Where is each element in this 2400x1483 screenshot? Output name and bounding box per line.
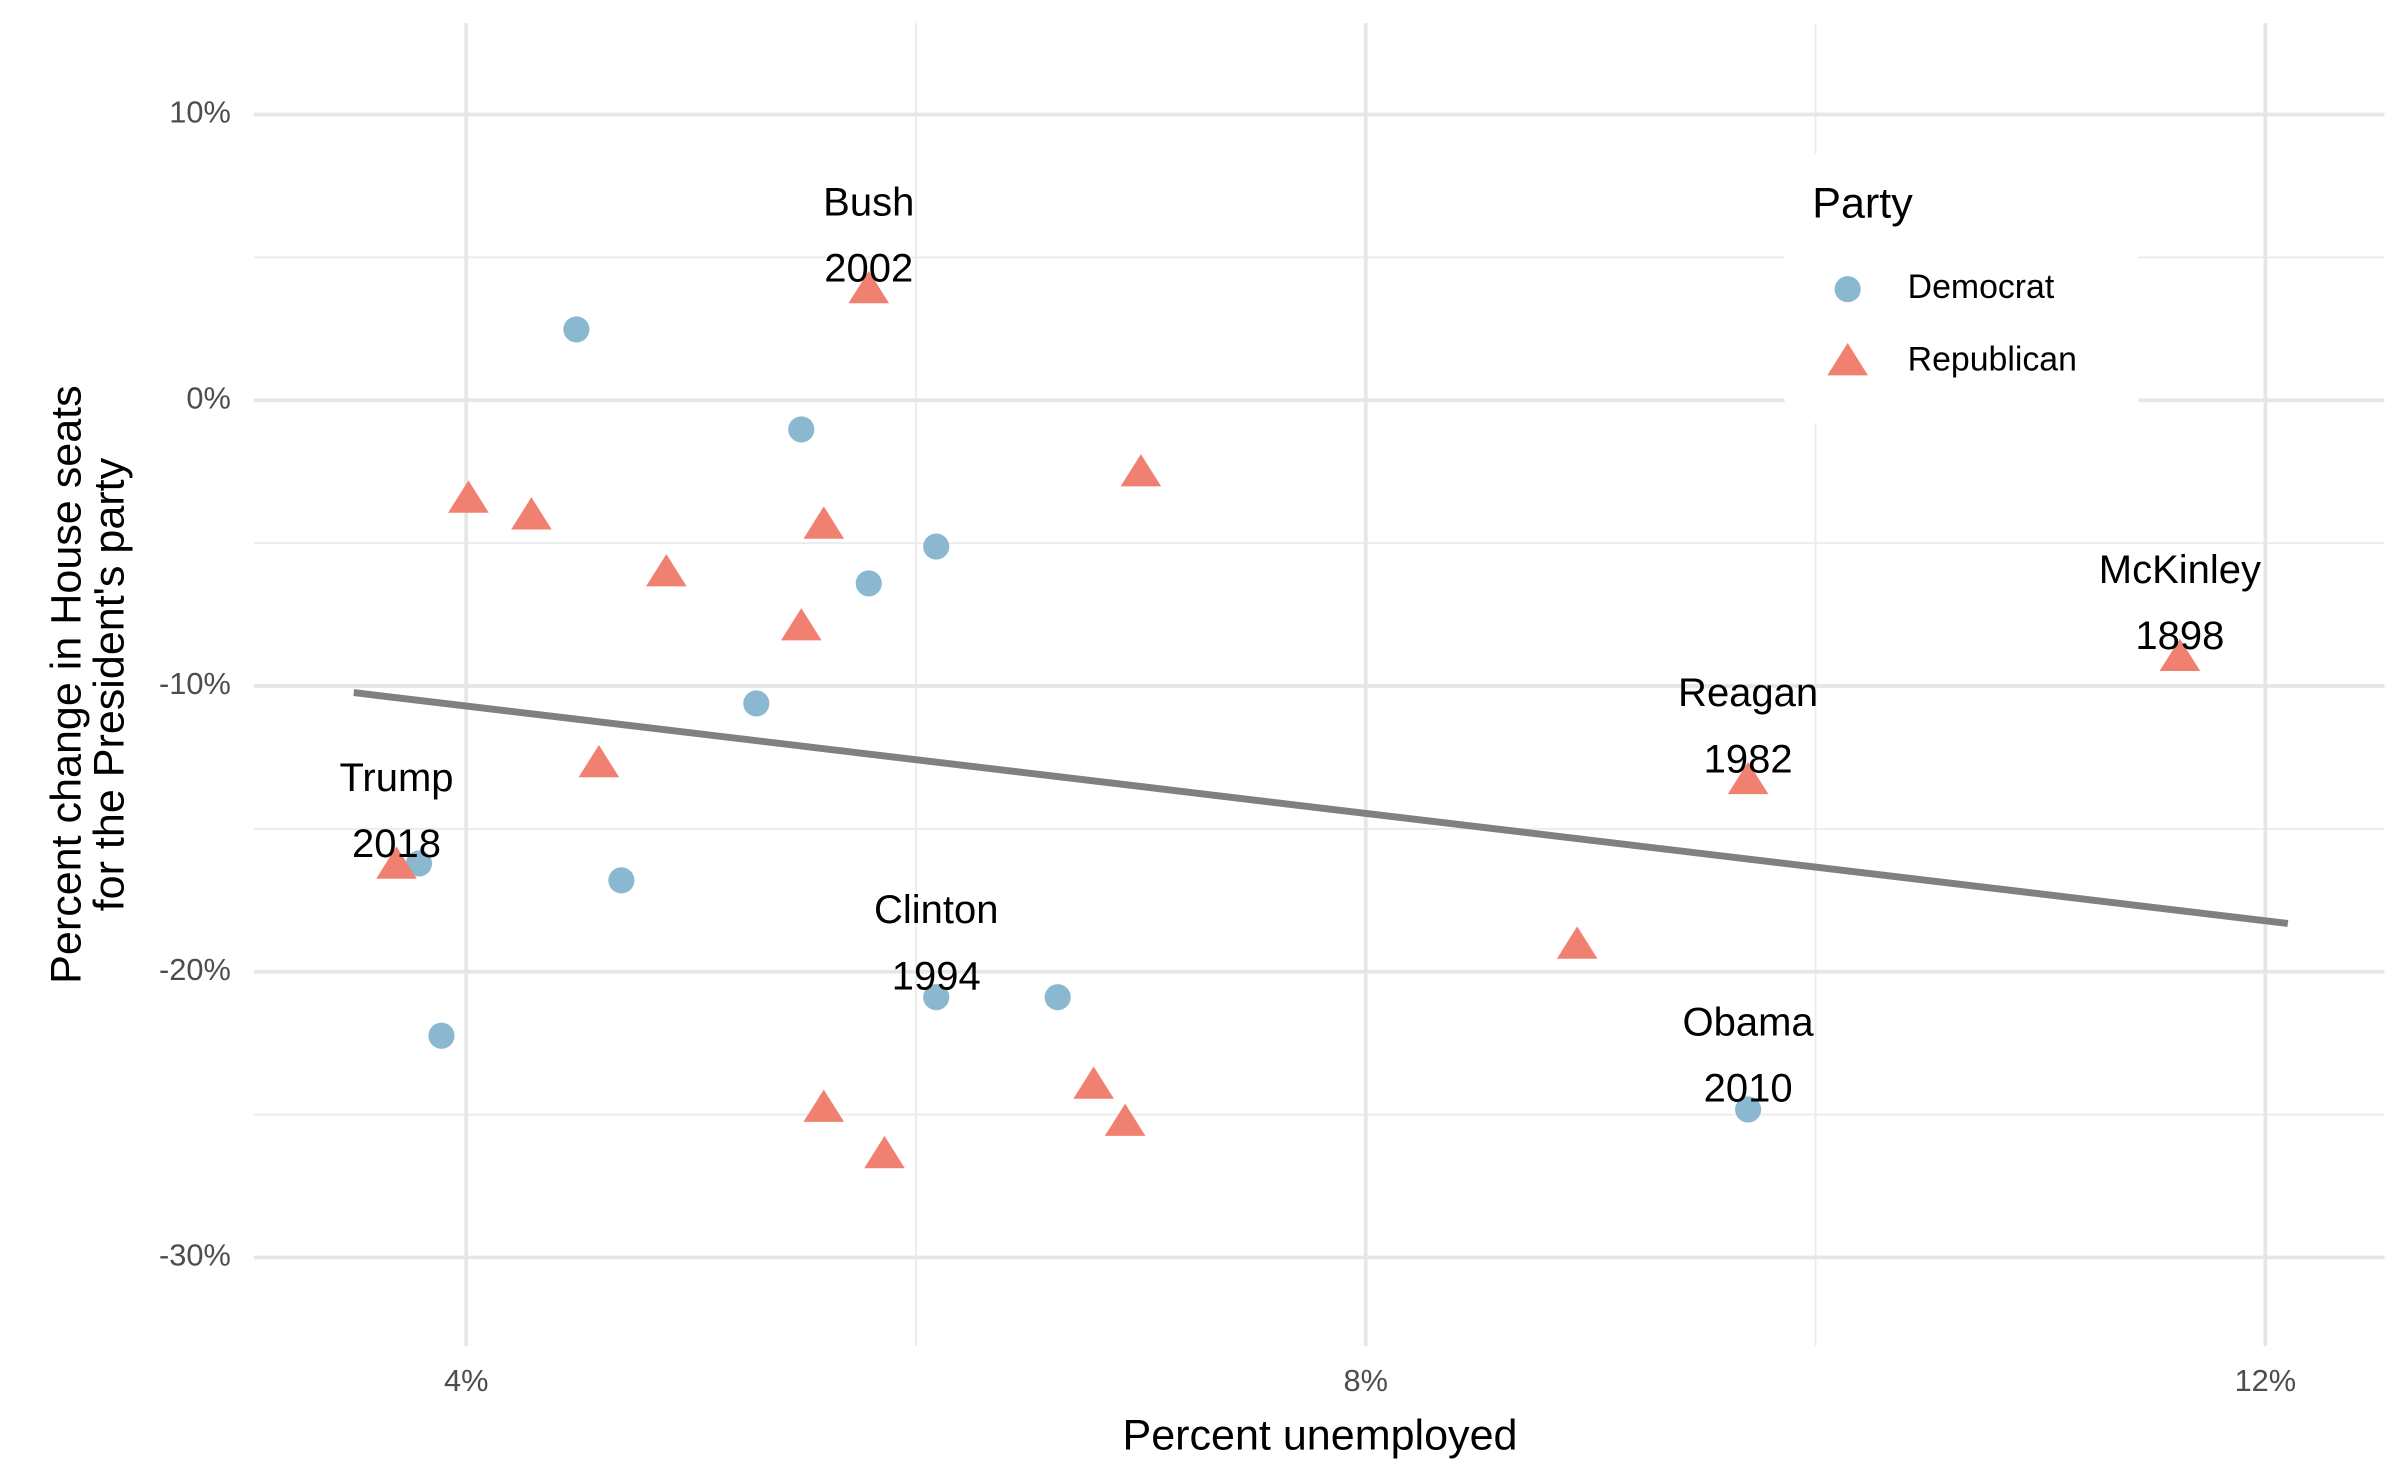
point (1735, 1096, 1762, 1123)
point-label: Reagan (1678, 671, 1818, 715)
point (511, 497, 552, 530)
y-tick-label: 0% (186, 380, 230, 415)
point (1073, 1066, 1114, 1099)
point-label: Obama (1683, 1000, 1815, 1044)
point-label: 2010 (1704, 1067, 1793, 1111)
point-label: 1994 (892, 954, 981, 998)
point (803, 1089, 845, 1122)
point (1727, 761, 1769, 795)
point-label: Clinton (874, 888, 998, 932)
y-axis-title: Percent change in House seats (43, 385, 91, 983)
point (864, 1135, 905, 1169)
legend-marker (1834, 276, 1861, 303)
y-tick-label: 10% (169, 95, 231, 130)
point-label: McKinley (2099, 548, 2261, 592)
point (1044, 984, 1071, 1011)
point-label: 1982 (1704, 737, 1793, 781)
point (780, 608, 822, 641)
point-label: 1898 (2135, 614, 2224, 658)
point (788, 416, 815, 443)
legend-label: Democrat (1908, 268, 2055, 306)
point-label: 2018 (352, 822, 441, 866)
point (1120, 454, 1162, 487)
point (578, 744, 620, 778)
legend-marker (1827, 343, 1868, 376)
trend-line (353, 689, 2289, 927)
point (1556, 926, 1598, 959)
point (855, 570, 882, 597)
legend-label: Republican (1908, 340, 2077, 378)
y-tick-label: -20% (159, 952, 231, 987)
point (646, 554, 687, 587)
x-tick-label: 4% (444, 1363, 488, 1398)
x-tick-label: 12% (2235, 1363, 2297, 1398)
point (2159, 638, 2201, 671)
point (803, 506, 845, 539)
x-tick-label: 8% (1344, 1363, 1388, 1398)
point (428, 1022, 455, 1049)
point (923, 984, 950, 1011)
y-axis-title: for the President's party (86, 457, 134, 911)
y-tick-label: -30% (159, 1238, 231, 1273)
point (743, 690, 770, 717)
point-label: Bush (823, 180, 914, 224)
point (923, 533, 950, 560)
point-label: Trump (339, 756, 453, 800)
point (608, 867, 635, 894)
y-tick-label: -10% (159, 666, 231, 701)
legend-title: Party (1812, 180, 1913, 228)
legend: Party Democrat Republican (1784, 153, 2139, 424)
x-axis-title: Percent unemployed (1122, 1412, 1517, 1460)
point (448, 480, 489, 513)
point (563, 316, 590, 343)
point (1104, 1103, 1146, 1136)
point-label: 2002 (824, 246, 913, 290)
point (848, 270, 890, 304)
point (376, 846, 417, 879)
point (405, 850, 433, 877)
